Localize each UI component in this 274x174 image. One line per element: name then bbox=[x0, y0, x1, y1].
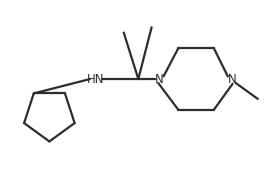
Text: HN: HN bbox=[87, 73, 105, 86]
Text: N: N bbox=[155, 73, 164, 86]
Text: N: N bbox=[228, 73, 237, 86]
